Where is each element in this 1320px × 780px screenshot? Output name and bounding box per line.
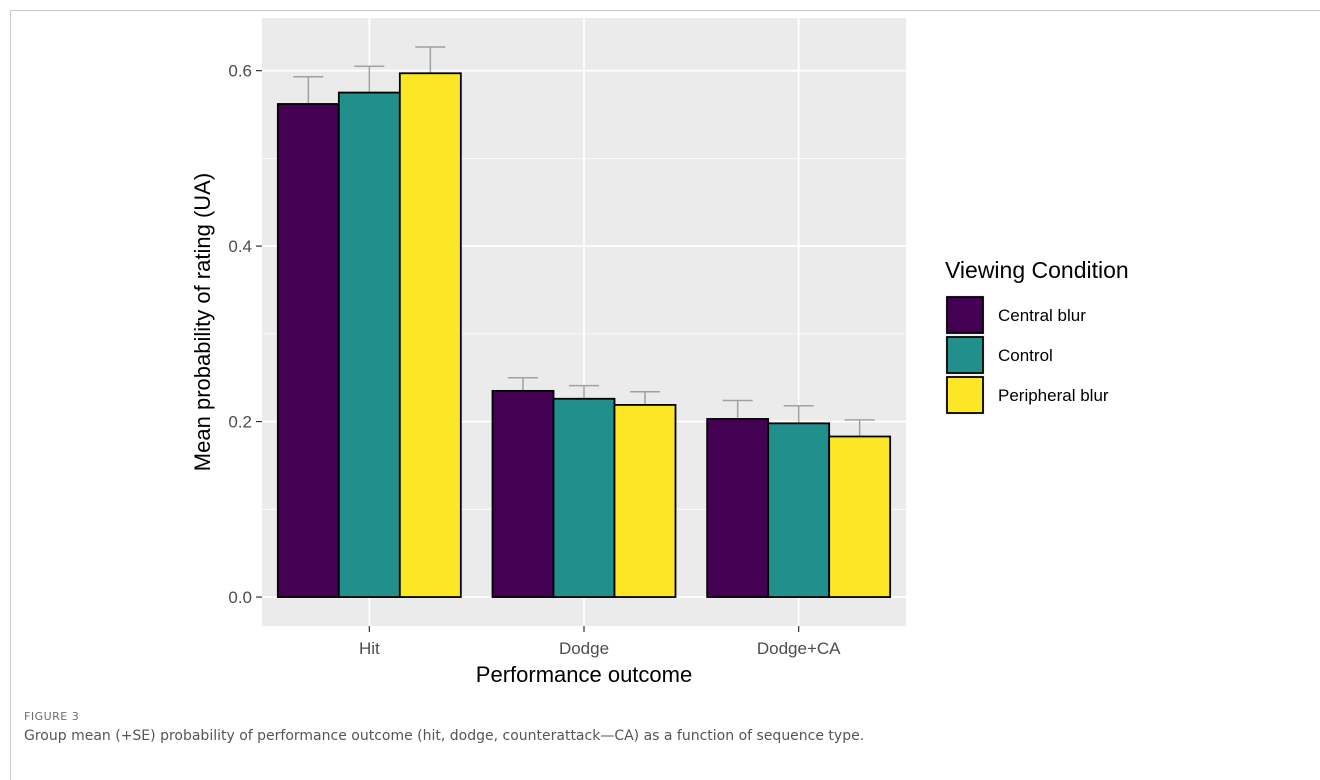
y-axis-title: Mean probability of rating (UA) [190, 173, 215, 471]
bars [276, 72, 892, 598]
bar-hit-central-blur [276, 103, 340, 598]
x-tick-label: Dodge+CA [757, 639, 841, 658]
x-axis: Hit Dodge Dodge+CA [359, 626, 841, 658]
bar-dodge-ca-central-blur [706, 418, 770, 598]
y-axis: 0.0 0.2 0.4 0.6 [228, 62, 262, 607]
figure-frame [10, 10, 1320, 780]
figure-caption: Group mean (+SE) probability of performa… [24, 728, 865, 744]
legend-label: Peripheral blur [998, 386, 1109, 405]
bar-dodge-ca-control [767, 422, 831, 598]
legend-swatch [946, 296, 984, 334]
x-tick-label: Hit [359, 639, 380, 658]
y-tick-label: 0.6 [228, 62, 252, 81]
legend-title: Viewing Condition [945, 257, 1129, 283]
bar-hit-control [337, 91, 401, 598]
bar-hit-peripheral-blur [398, 72, 462, 598]
bar-dodge-peripheral-blur [613, 404, 677, 598]
bar-dodge-ca-peripheral-blur [828, 435, 892, 598]
legend-swatch [946, 376, 984, 414]
y-tick-label: 0.0 [228, 588, 252, 607]
legend-swatch [946, 336, 984, 374]
figure-label: FIGURE 3 [24, 710, 80, 723]
x-tick-label: Dodge [559, 639, 609, 658]
legend: Viewing Condition Central blur Control Per… [945, 257, 1129, 415]
error-bars [293, 46, 875, 437]
legend-label: Central blur [998, 306, 1086, 325]
bar-dodge-control [552, 397, 616, 598]
y-tick-label: 0.4 [228, 237, 252, 256]
legend-label: Control [998, 346, 1053, 365]
y-tick-label: 0.2 [228, 413, 252, 432]
x-axis-title: Performance outcome [476, 662, 692, 687]
bar-dodge-central-blur [491, 389, 555, 598]
bar-chart: 0.0 0.2 0.4 0.6 Hit Dodge Dodge+CA Performanc… [190, 18, 1129, 687]
